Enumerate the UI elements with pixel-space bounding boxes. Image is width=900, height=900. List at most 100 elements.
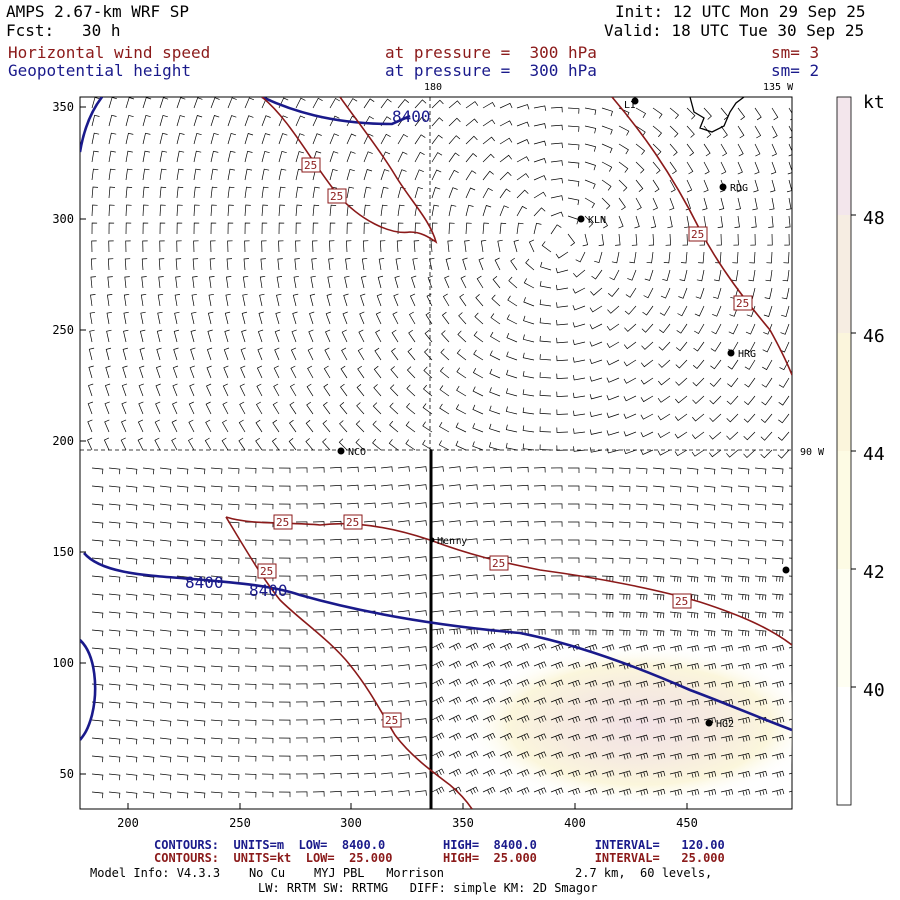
wind-barb	[550, 593, 563, 599]
wind-barb	[499, 120, 513, 127]
wind-barb	[397, 556, 410, 562]
wind-barb	[156, 347, 162, 361]
wind-barb	[482, 187, 493, 199]
wind-barb	[703, 663, 717, 670]
wind-barb	[423, 366, 433, 379]
wind-barb	[669, 485, 682, 493]
wind-barb	[448, 169, 459, 181]
wind-barb	[686, 699, 700, 706]
wind-barb	[567, 769, 581, 778]
wind-barb	[555, 267, 569, 274]
wind-barb	[788, 125, 792, 139]
speed-label: 25	[492, 557, 505, 570]
wind-barb	[771, 539, 784, 547]
wind-barb	[244, 150, 253, 163]
wind-barb	[273, 365, 280, 379]
wind-barb	[669, 125, 679, 138]
wind-barb	[210, 755, 223, 762]
wind-barb	[516, 715, 530, 723]
wind-barb	[363, 151, 373, 163]
wind-barb	[108, 773, 121, 781]
wind-barb	[465, 786, 479, 795]
wind-barb	[108, 575, 121, 583]
wind-barb	[176, 647, 189, 655]
wind-barb	[380, 628, 393, 634]
wind-barb	[556, 409, 569, 415]
wind-barb	[90, 294, 96, 307]
wind-barb	[448, 660, 462, 669]
y-tick: 350	[52, 100, 74, 114]
wind-barb	[273, 383, 280, 397]
wind-barb	[618, 734, 632, 742]
wind-barb	[323, 383, 331, 397]
wind-barb	[567, 233, 576, 247]
wind-barb	[489, 423, 501, 433]
wind-barb	[108, 611, 121, 619]
wind-barb	[522, 389, 535, 397]
wind-barb	[107, 258, 114, 271]
wind-barb	[380, 98, 392, 109]
wind-barb	[140, 311, 146, 325]
wind-barb	[550, 575, 563, 581]
wind-barb	[414, 116, 426, 127]
wind-barb	[289, 401, 297, 415]
wind-barb	[629, 251, 637, 264]
wind-barb	[328, 258, 334, 271]
wind-barb	[737, 467, 750, 475]
wind-barb	[550, 787, 564, 796]
wind-barb	[395, 257, 401, 271]
wind-barb	[771, 593, 784, 601]
field-level-wind: at pressure = 300 hPa	[385, 43, 597, 62]
wind-barb	[766, 251, 773, 264]
wind-barb	[652, 593, 665, 601]
wind-barb	[414, 790, 427, 796]
wind-barb	[91, 647, 104, 655]
wind-barb	[516, 751, 530, 759]
wind-barb	[482, 484, 495, 491]
wind-barb	[720, 503, 733, 511]
wind-barb	[482, 170, 494, 181]
wind-barb	[448, 714, 462, 723]
wind-barb	[171, 419, 178, 433]
wind-barb	[539, 444, 552, 451]
wind-barb	[278, 204, 285, 217]
wind-barb	[584, 734, 598, 742]
wind-barb	[482, 119, 496, 127]
wind-barb	[140, 293, 147, 307]
wind-barb	[465, 750, 479, 759]
wind-barb	[107, 276, 113, 289]
wind-barb	[289, 419, 297, 433]
wind-barb	[601, 611, 614, 618]
wind-barb	[465, 696, 479, 705]
wind-barb	[686, 485, 699, 493]
wind-barb	[193, 665, 206, 673]
wind-barb	[295, 485, 308, 491]
wind-barb	[771, 611, 784, 619]
wind-barb	[754, 467, 767, 475]
wind-barb	[737, 557, 750, 565]
wind-barb	[618, 197, 626, 211]
wind-barb	[737, 593, 750, 601]
wind-barb	[363, 520, 376, 527]
wind-barb	[142, 240, 148, 253]
wind-barb	[312, 791, 325, 797]
wind-barb	[643, 287, 654, 299]
wind-barb	[709, 377, 722, 387]
wind-barb	[771, 557, 784, 565]
wind-barb	[494, 257, 501, 271]
wind-barb	[465, 484, 478, 490]
wind-barb	[448, 502, 461, 508]
wind-barb	[731, 269, 739, 282]
wind-barb	[635, 161, 645, 174]
wind-barb	[692, 377, 705, 387]
wind-barb	[516, 769, 530, 777]
wind-barb	[523, 278, 535, 289]
wind-barb	[692, 359, 705, 369]
wind-barb	[372, 420, 382, 433]
wind-barb	[103, 437, 110, 451]
wind-barb	[760, 449, 773, 459]
wind-barb	[465, 135, 478, 145]
wind-barb	[431, 502, 444, 508]
wind-barb	[91, 168, 99, 181]
wind-barb	[120, 437, 127, 451]
